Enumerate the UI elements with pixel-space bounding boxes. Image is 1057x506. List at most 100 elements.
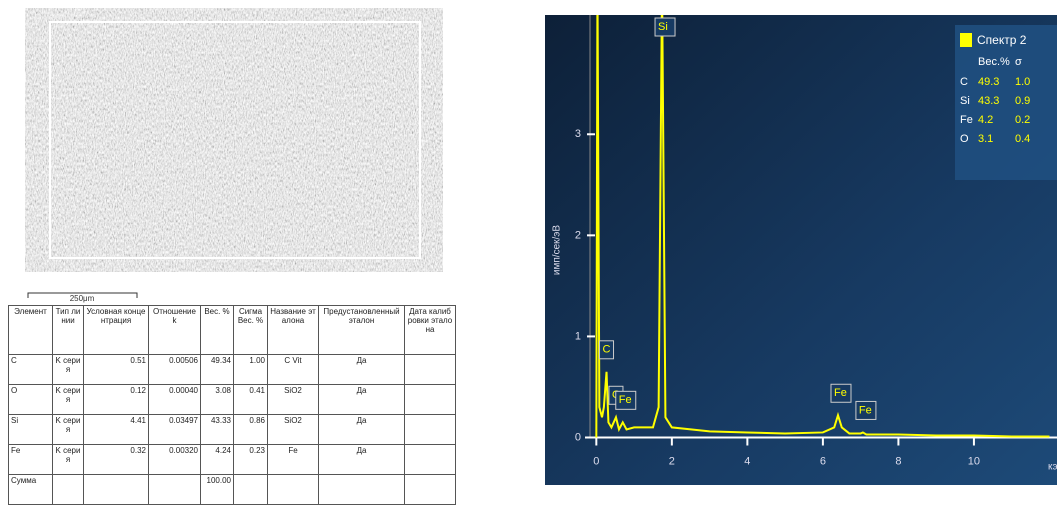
y-tick-label: 2 [575, 229, 581, 241]
table-cell: 0.00320 [148, 444, 201, 475]
table-cell: Да [318, 444, 405, 475]
results-table: Элемент Тип линии Условная концентрация Отн… [8, 305, 456, 505]
legend-box [955, 25, 1057, 180]
header-cell: Условная концентрация [83, 305, 149, 355]
table-cell: 3.08 [200, 384, 234, 415]
table-cell: SiO2 [267, 414, 319, 445]
sem-image [25, 8, 443, 272]
peak-label: C [603, 344, 611, 356]
table-cell: 1.00 [233, 354, 268, 385]
table-cell: C Vit [267, 354, 319, 385]
legend-cell: O [960, 133, 969, 145]
y-tick-label: 1 [575, 330, 581, 342]
scale-label: 250μm [70, 294, 95, 303]
x-tick-label: 8 [895, 455, 901, 467]
legend-cell: 49.3 [978, 76, 999, 88]
peak-label-box [615, 390, 637, 410]
table-cell [318, 474, 405, 505]
legend-swatch [960, 33, 972, 47]
table-cell [404, 384, 456, 415]
selection-box [49, 21, 421, 259]
peak-label: Fe [859, 404, 872, 416]
table-cell [52, 474, 84, 505]
table-cell [148, 474, 201, 505]
y-tick-label: 3 [575, 128, 581, 140]
x-tick-label: 2 [669, 455, 675, 467]
table-cell [404, 444, 456, 475]
table-cell: 4.41 [83, 414, 149, 445]
spectrum-chart: имп/сек/эВ кэ 0 2 4 6 8 10 0 1 2 3 C O Fe Si Fe Fe Спект… [545, 15, 1057, 485]
x-tick-label: 4 [744, 455, 750, 467]
table-cell: 0.00040 [148, 384, 201, 415]
table-row: Si K серия 4.41 0.03497 43.33 0.86 SiO2 Да [8, 414, 456, 445]
table-cell [83, 474, 149, 505]
table-cell: K серия [52, 354, 84, 385]
peak-label: Fe [619, 394, 632, 406]
table-cell: 0.12 [83, 384, 149, 415]
table-cell: 0.41 [233, 384, 268, 415]
table-cell: 0.03497 [148, 414, 201, 445]
table-cell: K серия [52, 384, 84, 415]
legend-cell: C [960, 76, 968, 88]
header-cell: Предустановленный эталон [318, 305, 405, 355]
table-cell: 0.51 [83, 354, 149, 385]
sem-figure: Спектр 2 250μm [25, 8, 443, 303]
legend-column: Вес.% [978, 56, 1010, 68]
table-cell: K серия [52, 444, 84, 475]
peak-label-box [855, 400, 877, 420]
image-label: Спектр 2 [48, 11, 81, 20]
legend-cell: 3.1 [978, 133, 993, 145]
table-cell: Да [318, 384, 405, 415]
y-axis-label: имп/сек/эВ [552, 225, 563, 275]
table-cell: Si [8, 414, 53, 445]
table-cell [404, 414, 456, 445]
y-tick-label: 0 [575, 431, 581, 443]
table-cell [267, 474, 319, 505]
table-cell: 0.86 [233, 414, 268, 445]
table-cell [404, 354, 456, 385]
header-cell: Название эталона [267, 305, 319, 355]
table-cell: 0.23 [233, 444, 268, 475]
x-tick-label: 0 [593, 455, 599, 467]
table-cell: Сумма [8, 474, 53, 505]
table-cell [404, 474, 456, 505]
table-row: Fe K серия 0.32 0.00320 4.24 0.23 Fe Да [8, 444, 456, 475]
table-cell: 49.34 [200, 354, 234, 385]
table-cell [233, 474, 268, 505]
table-cell: Fe [267, 444, 319, 475]
x-tick-label: 6 [820, 455, 826, 467]
table-cell: 43.33 [200, 414, 234, 445]
header-cell: Тип линии [52, 305, 84, 355]
table-cell: 4.24 [200, 444, 234, 475]
x-axis-label: кэ [1048, 462, 1057, 473]
peak-label-box [599, 340, 615, 360]
table-cell: 0.00506 [148, 354, 201, 385]
header-cell: Отношение k [148, 305, 201, 355]
header-row: Элемент Тип линии Условная концентрация Отн… [8, 305, 456, 355]
legend-cell: 0.9 [1015, 95, 1030, 107]
table-cell: K серия [52, 414, 84, 445]
table-cell: 100.00 [200, 474, 234, 505]
peak-label: Fe [834, 387, 847, 399]
table-cell: 0.32 [83, 444, 149, 475]
header-cell: Сигма Вес. % [233, 305, 268, 355]
header-cell: Вес. % [200, 305, 234, 355]
table-cell: C [8, 354, 53, 385]
header-cell: Элемент [8, 305, 53, 355]
legend-cell: 0.4 [1015, 133, 1030, 145]
legend-cell: 4.2 [978, 114, 993, 126]
legend-cell: 1.0 [1015, 76, 1030, 88]
table-cell: O [8, 384, 53, 415]
peak-label: Si [658, 21, 668, 33]
table-cell: SiO2 [267, 384, 319, 415]
header-cell: Дата калибровки эталона [404, 305, 456, 355]
peak-label-box [654, 17, 676, 37]
legend-cell: 0.2 [1015, 114, 1030, 126]
legend-title: Спектр 2 [977, 33, 1027, 47]
legend-cell: 43.3 [978, 95, 999, 107]
sum-row: Сумма 100.00 [8, 474, 456, 505]
legend-cell: Fe [960, 114, 973, 126]
scale-bar [27, 292, 138, 298]
